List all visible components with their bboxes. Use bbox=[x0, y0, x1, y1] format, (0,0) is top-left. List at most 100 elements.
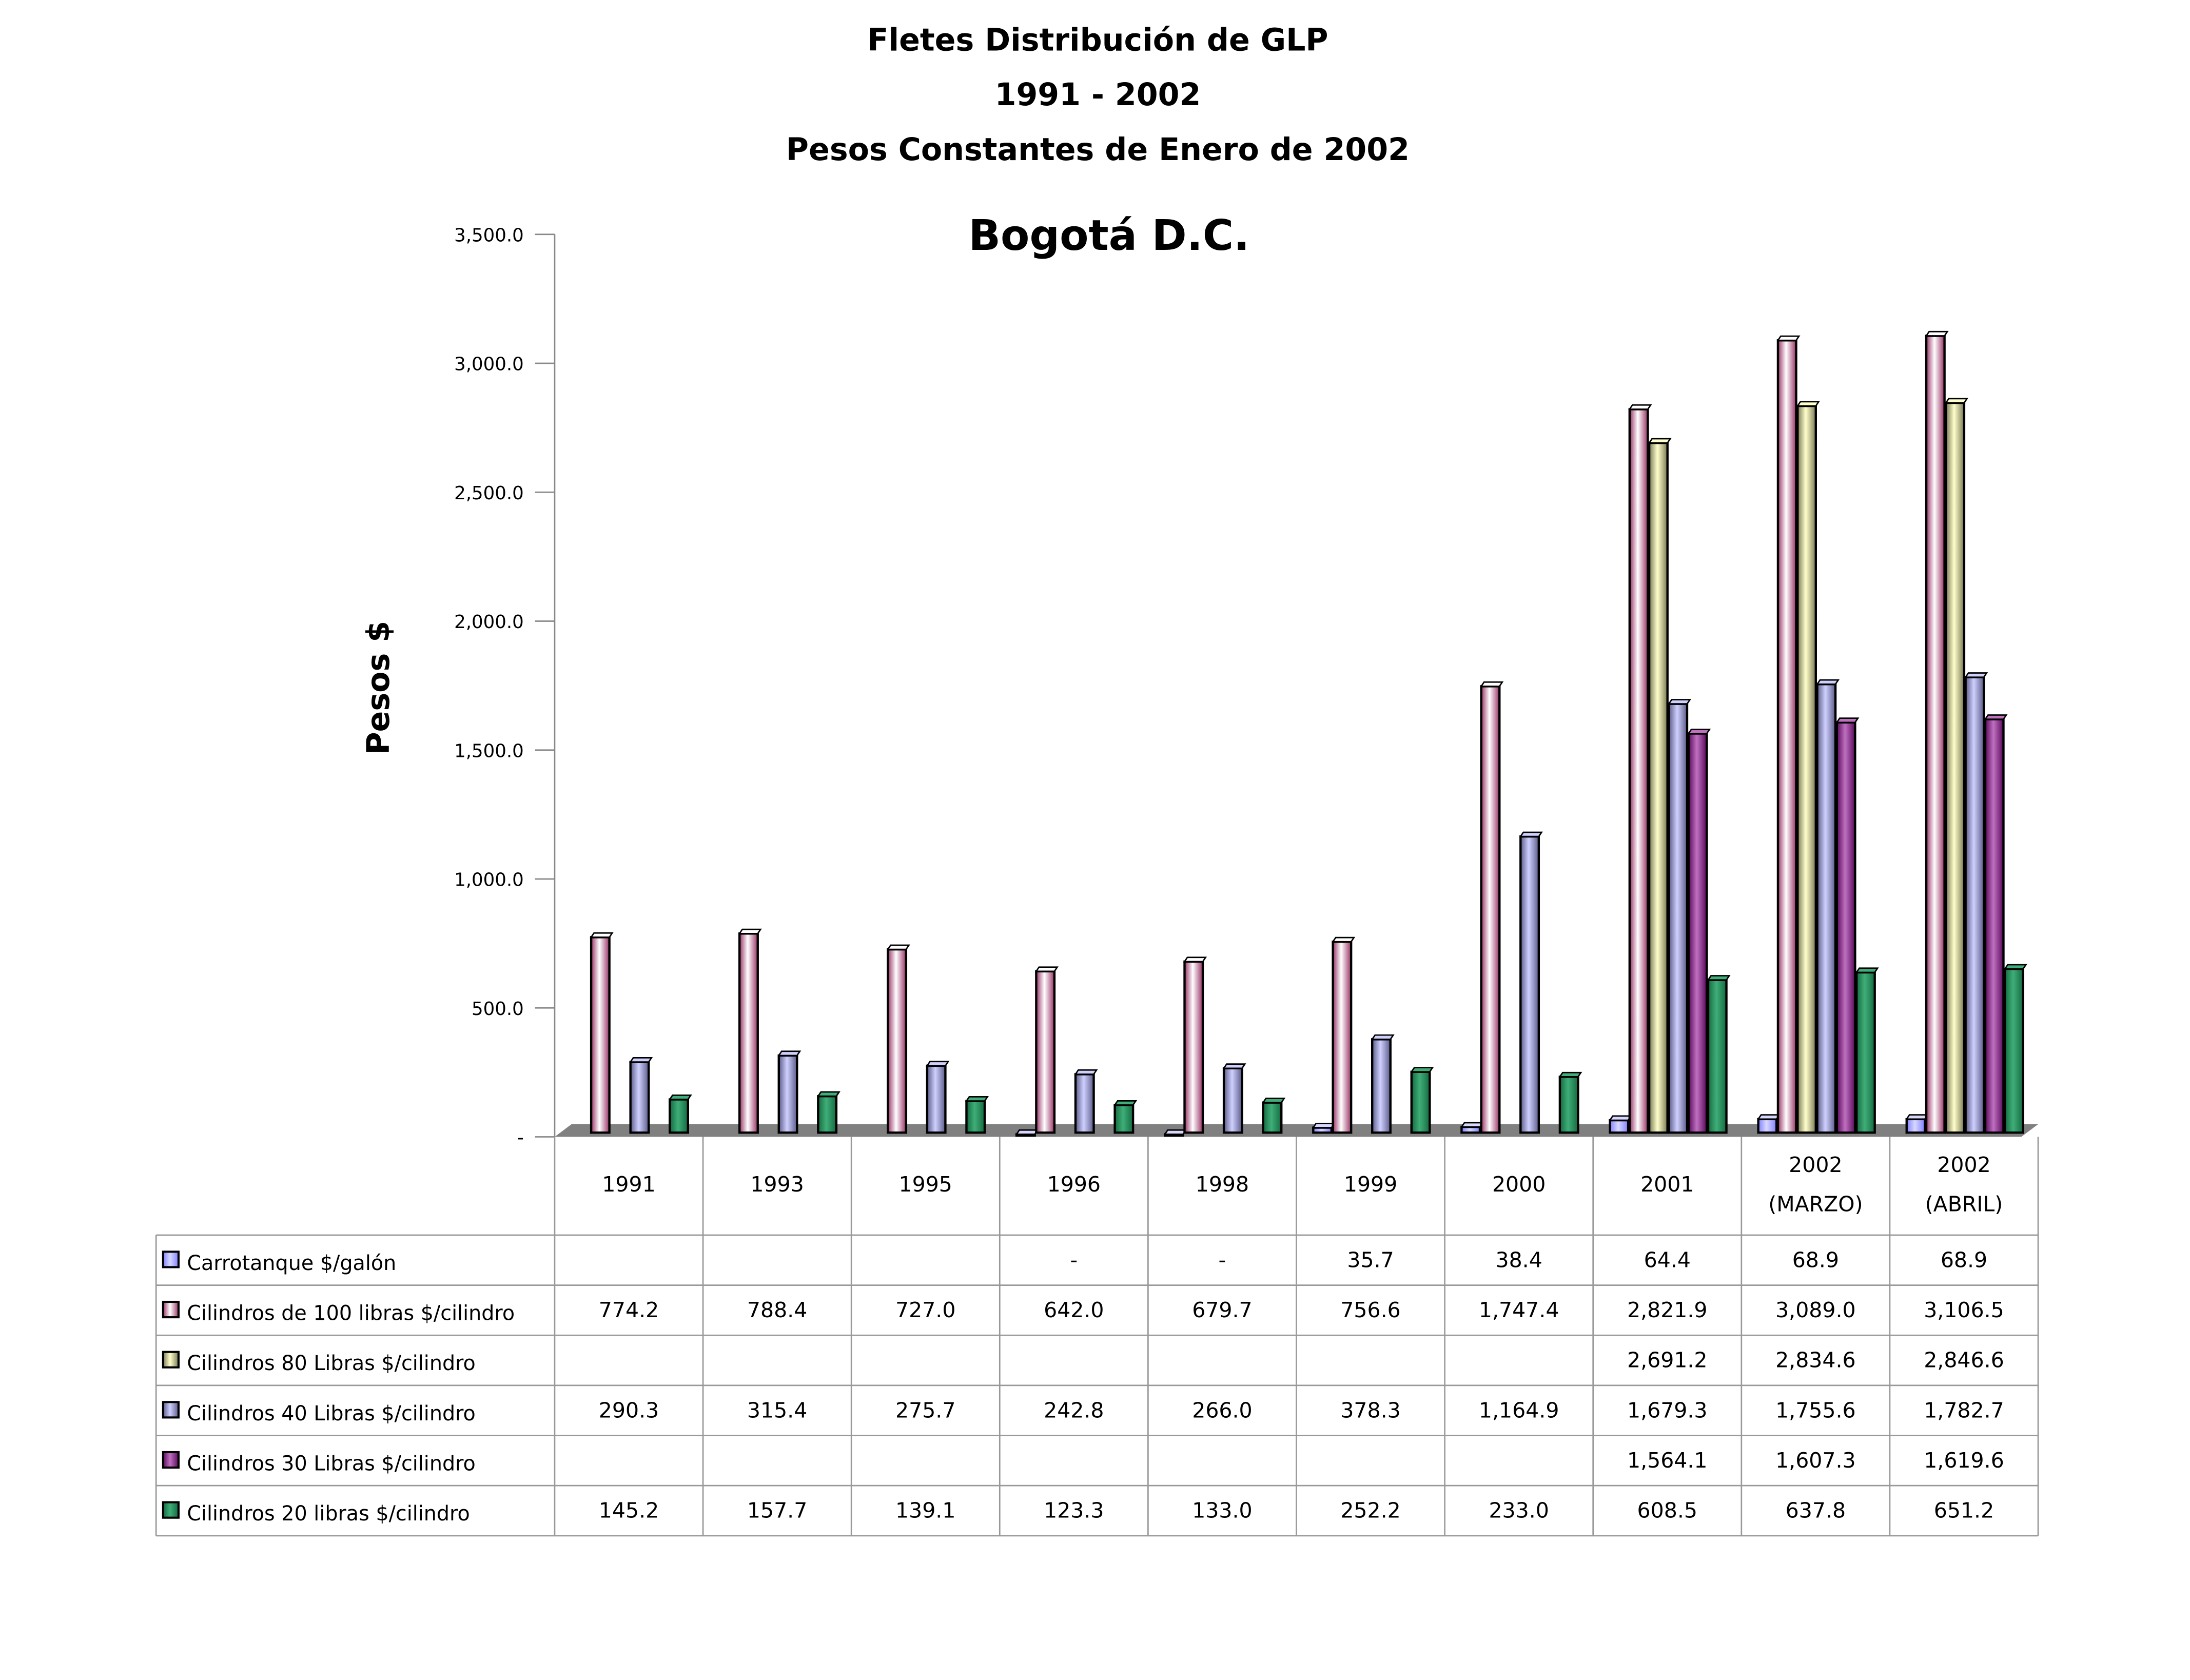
data-label: 727.0 bbox=[895, 1298, 955, 1322]
data-label: 378.3 bbox=[1340, 1398, 1400, 1422]
bar bbox=[1262, 1101, 1283, 1134]
chart-title-line-1: Fletes Distribución de GLP bbox=[867, 22, 1328, 58]
data-label: 1,747.4 bbox=[1479, 1298, 1559, 1322]
bar-top bbox=[590, 932, 614, 938]
bar-top bbox=[1667, 699, 1691, 705]
data-label: 642.0 bbox=[1044, 1298, 1104, 1322]
data-label: 35.7 bbox=[1347, 1247, 1394, 1272]
bar-top bbox=[1262, 1098, 1286, 1104]
bar bbox=[1776, 339, 1797, 1134]
bar-top bbox=[1815, 679, 1840, 685]
bar bbox=[1609, 1119, 1630, 1134]
legend-label: Cilindros 20 libras $/cilindro bbox=[187, 1502, 470, 1526]
data-label: 315.4 bbox=[747, 1398, 807, 1422]
bar-top bbox=[629, 1057, 653, 1063]
data-label: 637.8 bbox=[1786, 1498, 1846, 1523]
bar-top bbox=[1183, 956, 1207, 963]
y-tick-label: 3,000.0 bbox=[454, 354, 524, 375]
bar-top bbox=[1519, 831, 1543, 837]
data-label: 290.3 bbox=[599, 1398, 659, 1422]
bar bbox=[1796, 404, 1817, 1134]
legend-swatch bbox=[162, 1251, 180, 1268]
chart-title-line-3: Pesos Constantes de Enero de 2002 bbox=[786, 132, 1410, 168]
legend-swatch bbox=[162, 1401, 180, 1419]
y-tick-label: 3,500.0 bbox=[454, 225, 524, 246]
legend-swatch bbox=[162, 1451, 180, 1469]
bar-top bbox=[1648, 438, 1672, 444]
bar bbox=[1687, 732, 1708, 1134]
y-tick-label: 1,500.0 bbox=[454, 740, 524, 761]
bar-top bbox=[1796, 401, 1820, 407]
data-label: 242.8 bbox=[1044, 1398, 1104, 1422]
bar-top bbox=[1905, 1114, 1929, 1120]
bar bbox=[1480, 685, 1501, 1134]
data-label: 1,564.1 bbox=[1627, 1448, 1708, 1473]
bar-top bbox=[1222, 1063, 1246, 1069]
bar-top bbox=[926, 1061, 950, 1067]
data-label: 774.2 bbox=[599, 1298, 659, 1322]
chart-subtitle: Bogotá D.C. bbox=[968, 211, 1249, 260]
bar bbox=[1945, 401, 1966, 1134]
y-tick-label: 2,000.0 bbox=[454, 612, 524, 633]
data-label: 233.0 bbox=[1489, 1498, 1549, 1523]
data-table: 1991 1993 1995 1996 1998 1999 2000 2001 2002 (MAR… bbox=[155, 1137, 2039, 1537]
x-category-label: 1998 bbox=[1196, 1172, 1249, 1197]
bar bbox=[1984, 718, 2005, 1134]
bar-top bbox=[1410, 1067, 1434, 1073]
bar bbox=[1628, 408, 1649, 1134]
x-category-label: 1996 bbox=[1047, 1172, 1101, 1197]
data-label: - bbox=[1070, 1247, 1078, 1272]
bar bbox=[1757, 1118, 1778, 1134]
bar-top bbox=[1034, 966, 1059, 972]
legend-label: Cilindros de 100 libras $/cilindro bbox=[187, 1302, 515, 1325]
data-label: 651.2 bbox=[1934, 1498, 1994, 1523]
x-category-label: 2002 bbox=[1937, 1152, 1990, 1177]
data-label: - bbox=[1219, 1247, 1226, 1272]
data-label: 3,089.0 bbox=[1775, 1298, 1856, 1322]
data-label: 139.1 bbox=[895, 1498, 955, 1523]
bar-top bbox=[886, 944, 910, 950]
data-label: 133.0 bbox=[1192, 1498, 1252, 1523]
bar bbox=[887, 948, 908, 1134]
data-label: 38.4 bbox=[1495, 1247, 1542, 1272]
bar-top bbox=[738, 928, 762, 934]
bar-top bbox=[1925, 330, 1949, 337]
bar bbox=[669, 1098, 689, 1134]
x-category-label: 2000 bbox=[1492, 1172, 1546, 1197]
bar-top bbox=[1480, 681, 1504, 687]
bar-top bbox=[668, 1094, 692, 1100]
bar bbox=[590, 936, 611, 1134]
data-label: 252.2 bbox=[1340, 1498, 1400, 1523]
bar bbox=[1707, 979, 1728, 1134]
bar bbox=[1222, 1067, 1243, 1134]
bar-top bbox=[1074, 1069, 1098, 1075]
data-label: 275.7 bbox=[895, 1398, 955, 1422]
data-label: 68.9 bbox=[1941, 1247, 1987, 1272]
bar-top bbox=[1964, 672, 1988, 678]
legend-swatch bbox=[162, 1501, 180, 1519]
bar-top bbox=[1707, 975, 1731, 981]
bar-top bbox=[777, 1050, 801, 1057]
bar-top bbox=[1460, 1122, 1484, 1128]
bar bbox=[817, 1095, 838, 1134]
bar-top bbox=[965, 1096, 989, 1102]
bar-top bbox=[1776, 335, 1801, 341]
x-category-label: (ABRIL) bbox=[1925, 1191, 2003, 1216]
bar bbox=[738, 932, 759, 1134]
data-label: 68.9 bbox=[1792, 1247, 1839, 1272]
bar bbox=[1332, 941, 1353, 1134]
data-label: 1,755.6 bbox=[1775, 1398, 1856, 1422]
data-label: 788.4 bbox=[747, 1298, 807, 1322]
data-label: 1,782.7 bbox=[1924, 1398, 2004, 1422]
bar-top bbox=[1312, 1122, 1336, 1128]
data-label: 1,607.3 bbox=[1775, 1448, 1856, 1473]
bar-top bbox=[816, 1091, 840, 1097]
bar-top bbox=[1687, 728, 1711, 734]
legend-label: Cilindros 80 Libras $/cilindro bbox=[187, 1352, 475, 1375]
bar-top bbox=[1113, 1100, 1138, 1106]
bar bbox=[1074, 1073, 1095, 1134]
bar-top bbox=[2003, 964, 2027, 970]
bar bbox=[1558, 1076, 1579, 1134]
bar-top bbox=[1371, 1034, 1395, 1040]
